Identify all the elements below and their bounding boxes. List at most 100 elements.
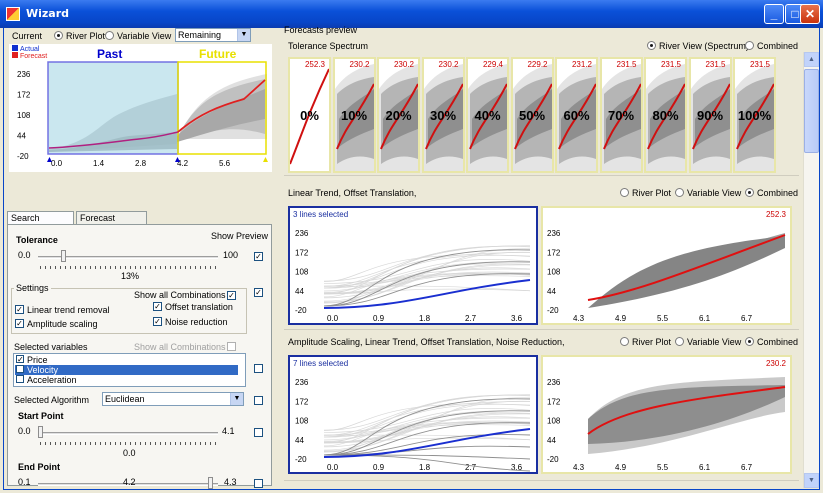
start-point-slider-thumb[interactable] [38,426,43,438]
river-view-spectrum-label[interactable]: River View (Spectrum) [659,41,749,51]
end-point-max: 4.3 [224,477,237,487]
spectrum-item[interactable]: 231.5 90% [688,57,732,173]
spectrum-forecast-line [736,83,775,150]
background-line [323,424,531,441]
preview-scrollbar[interactable]: ▲ ▼ [803,52,819,488]
end-point-slider-track[interactable] [38,483,218,486]
overview-x-tick: 5.6 [219,159,231,168]
tab-forecast-source[interactable]: Forecast Source [76,211,147,236]
spectrum-item-svg [557,64,597,171]
overview-y-tick: 236 [17,70,31,79]
section1-variable-view-radio[interactable] [675,188,684,197]
combined-label-spectrum[interactable]: Combined [757,41,799,51]
background-line [323,275,531,292]
spectrum-item[interactable]: 252.3 0% [288,57,331,173]
tab-search-settings[interactable]: Search settings [7,211,74,236]
start-point-ticks [40,442,220,445]
variable-velocity-label: Velocity [27,365,59,375]
chevron-down-icon[interactable]: ▼ [230,393,243,405]
variable-acceleration-checkbox[interactable] [16,375,24,383]
offset-translation-checkbox[interactable]: ✓ [153,302,162,311]
end-point-preview-checkbox[interactable] [254,479,263,488]
forecast-y-tick: 108 [547,268,561,277]
section2-river-plot-radio[interactable] [620,337,629,346]
list-item[interactable]: ✓ Price [15,355,238,365]
combined-radio-spectrum[interactable] [745,41,754,50]
section2-river-plot-label[interactable]: River Plot [632,337,672,347]
spectrum-forecast-line [289,68,330,165]
river-view-spectrum-radio[interactable] [647,41,656,50]
background-line [323,403,531,438]
spectrum-forecast-line [424,83,464,150]
tolerance-slider-track[interactable] [38,256,218,259]
section2-combined-label[interactable]: Combined [757,337,799,347]
algorithm-preview-checkbox[interactable] [254,396,263,405]
section2-variable-view-radio[interactable] [675,337,684,346]
variable-velocity-checkbox[interactable] [16,365,24,373]
spectrum-item[interactable]: 231.5 100% [733,57,776,173]
spectrum-item[interactable]: 230.2 30% [421,57,465,173]
river-plot-label[interactable]: River Plot [66,31,106,41]
spectrum-item[interactable]: 229.2 50% [510,57,554,173]
river-plot-radio[interactable] [54,31,63,40]
algorithm-dropdown[interactable]: Euclidean ▼ [102,392,244,406]
start-point-preview-checkbox[interactable] [254,428,263,437]
section2-variable-view-label[interactable]: Variable View [687,337,742,347]
show-all-combinations-checkbox[interactable]: ✓ [227,291,236,300]
forecast-line [177,79,266,133]
offset-translation-label: Offset translation [165,302,233,312]
start-marker [47,157,52,162]
start-point-slider-track[interactable] [38,432,218,435]
section1-river-plot-radio[interactable] [620,188,629,197]
spectrum-item[interactable]: 230.2 10% [332,57,376,173]
settings-preview-checkbox[interactable]: ✓ [254,288,263,297]
amplitude-scaling-checkbox[interactable]: ✓ [15,319,24,328]
chevron-down-icon[interactable]: ▼ [237,29,250,41]
spectrum-item[interactable]: 229.4 40% [466,57,509,173]
overview-chart[interactable]: 236 172 108 44 -20 0.0 1.4 2.8 4.2 5.6 Past Future A… [9,44,272,172]
legend-forecast-swatch [12,52,18,58]
spectrum-item-percent: 90% [696,108,724,123]
section2-forecast-chart[interactable]: 236 172 108 44 -20 4.3 4.9 5.5 6.1 6.7 230.2 [541,355,792,474]
scroll-up-icon[interactable]: ▲ [804,52,819,67]
list-item[interactable]: Velocity [15,365,238,375]
close-button[interactable]: ✕ [800,4,820,24]
end-point-slider-thumb[interactable] [207,477,213,489]
spectrum-item[interactable]: 231.5 80% [644,57,687,173]
section2-lines-chart[interactable]: 236 172 108 44 -20 0.0 0.9 1.8 2.7 3.6 7 lines se… [288,355,538,474]
spectrum-item[interactable]: 230.2 20% [377,57,420,173]
spectrum-band-core [516,89,552,147]
scrollbar-thumb[interactable] [804,69,819,153]
section1-combined-radio[interactable] [745,188,754,197]
variable-price-checkbox[interactable]: ✓ [16,355,24,364]
minimize-button[interactable]: _ [764,4,784,24]
spectrum-item[interactable]: 231.5 70% [599,57,643,173]
tolerance-slider-thumb[interactable] [60,250,66,262]
section1-variable-view-label[interactable]: Variable View [687,188,742,198]
noise-reduction-checkbox[interactable]: ✓ [153,317,162,326]
variable-view-label[interactable]: Variable View [117,31,172,41]
tolerance-preview-checkbox[interactable]: ✓ [254,252,263,261]
spectrum-item[interactable]: 231.2 60% [555,57,598,173]
lines-x-tick: 0.0 [327,314,339,323]
mode-dropdown[interactable]: Remaining ▼ [175,28,251,42]
linear-trend-checkbox[interactable]: ✓ [15,305,24,314]
variables-preview-checkbox[interactable] [254,364,263,373]
spectrum-item-svg [289,68,330,165]
section1-river-plot-label[interactable]: River Plot [632,188,672,198]
forecast-band-core [588,385,785,444]
section1-forecast-chart[interactable]: 236 172 108 44 -20 4.3 4.9 5.5 6.1 6.7 252.3 [541,206,792,325]
section1-combined-label[interactable]: Combined [757,188,799,198]
section1-forecast-svg: 236 172 108 44 -20 4.3 4.9 5.5 6.1 6.7 [547,229,786,323]
section2-title: Amplitude Scaling, Linear Trend, Offset … [288,337,565,347]
amplitude-scaling-label: Amplitude scaling [27,319,98,329]
overview-x-tick: 1.4 [93,159,105,168]
scroll-down-icon[interactable]: ▼ [804,473,819,488]
end-point-min: 0.1 [18,477,31,487]
selected-line [323,261,531,307]
variables-listbox[interactable]: ✓ Price Velocity Acceleration [13,353,246,387]
variable-view-radio[interactable] [105,31,114,40]
section2-combined-radio[interactable] [745,337,754,346]
list-item[interactable]: Acceleration [15,375,238,385]
section1-lines-chart[interactable]: 236 172 108 44 -20 0.0 0.9 1.8 2.7 3.6 3 lines se… [288,206,538,325]
